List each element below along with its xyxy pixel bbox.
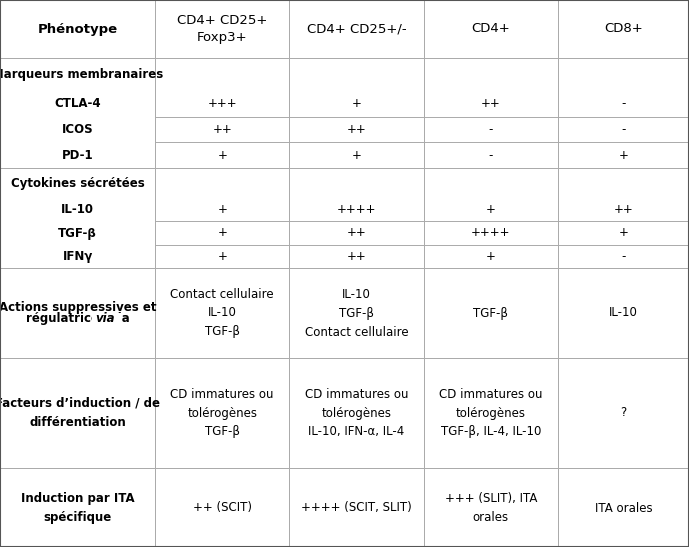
Bar xyxy=(92,312,121,327)
Text: CD4+: CD4+ xyxy=(471,22,511,36)
Bar xyxy=(0,168,155,268)
Text: +: + xyxy=(486,250,496,263)
Text: ++: ++ xyxy=(212,123,232,136)
Text: Facteurs d’induction / de
différentiation: Facteurs d’induction / de différentiatio… xyxy=(0,397,160,429)
Bar xyxy=(155,58,289,168)
Text: +++ (SLIT), ITA
orales: +++ (SLIT), ITA orales xyxy=(444,492,537,524)
Bar xyxy=(558,468,689,547)
Text: +: + xyxy=(217,149,227,162)
Text: ++ (SCIT): ++ (SCIT) xyxy=(193,502,251,515)
Bar xyxy=(0,0,155,58)
Text: ++: ++ xyxy=(481,97,501,110)
Text: Marqueurs membranaires: Marqueurs membranaires xyxy=(0,68,163,81)
Text: ++++: ++++ xyxy=(471,226,511,240)
Text: régulatrices via: régulatrices via xyxy=(25,312,130,325)
Bar xyxy=(0,58,155,168)
Bar xyxy=(289,468,424,547)
Bar xyxy=(155,468,289,547)
Bar xyxy=(558,0,689,58)
Text: ++: ++ xyxy=(347,250,367,263)
Text: Cytokines sécrétées: Cytokines sécrétées xyxy=(10,177,145,189)
Text: ++++: ++++ xyxy=(337,203,376,216)
Text: ITA orales: ITA orales xyxy=(595,502,652,515)
Text: CD4+ CD25+
Foxp3+: CD4+ CD25+ Foxp3+ xyxy=(177,14,267,44)
Text: ++: ++ xyxy=(347,226,367,240)
Text: PD-1: PD-1 xyxy=(62,149,93,162)
Text: TGF-β: TGF-β xyxy=(58,226,97,240)
Bar xyxy=(289,168,424,268)
Text: IFNγ: IFNγ xyxy=(63,250,92,263)
Text: +: + xyxy=(217,203,227,216)
Text: +: + xyxy=(619,149,628,162)
Text: Contact cellulaire
IL-10
TGF-β: Contact cellulaire IL-10 TGF-β xyxy=(170,288,274,339)
Bar xyxy=(289,268,424,358)
Bar xyxy=(424,468,558,547)
Text: ICOS: ICOS xyxy=(62,123,93,136)
Bar xyxy=(558,358,689,468)
Text: Induction par ITA
spécifique: Induction par ITA spécifique xyxy=(21,492,134,524)
Text: ++: ++ xyxy=(347,123,367,136)
Text: CD immatures ou
tolérogènes
TGF-β: CD immatures ou tolérogènes TGF-β xyxy=(170,387,274,439)
Bar xyxy=(424,168,558,268)
Bar xyxy=(289,358,424,468)
Text: +: + xyxy=(486,203,496,216)
Bar xyxy=(289,58,424,168)
Bar xyxy=(155,358,289,468)
Text: -: - xyxy=(489,123,493,136)
Bar xyxy=(0,358,155,468)
Text: ++++ (SCIT, SLIT): ++++ (SCIT, SLIT) xyxy=(301,502,412,515)
Text: Actions suppressives et: Actions suppressives et xyxy=(0,301,156,314)
Bar xyxy=(155,268,289,358)
Text: Phénotype: Phénotype xyxy=(37,22,118,36)
Bar xyxy=(558,58,689,168)
Bar xyxy=(424,58,558,168)
Bar xyxy=(558,268,689,358)
Bar xyxy=(424,358,558,468)
Text: TGF-β: TGF-β xyxy=(473,306,508,319)
Text: -: - xyxy=(621,123,626,136)
Text: CD immatures ou
tolérogènes
TGF-β, IL-4, IL-10: CD immatures ou tolérogènes TGF-β, IL-4,… xyxy=(439,387,543,439)
Bar xyxy=(0,468,155,547)
Text: CD8+: CD8+ xyxy=(604,22,643,36)
Text: -: - xyxy=(621,250,626,263)
Text: via: via xyxy=(96,312,115,325)
Text: -: - xyxy=(489,149,493,162)
Bar xyxy=(155,168,289,268)
Text: +: + xyxy=(351,97,362,110)
Text: +: + xyxy=(217,250,227,263)
Text: CTLA-4: CTLA-4 xyxy=(54,97,101,110)
Text: ++: ++ xyxy=(614,203,633,216)
Bar xyxy=(289,0,424,58)
Text: +: + xyxy=(217,226,227,240)
Bar xyxy=(558,168,689,268)
Text: CD immatures ou
tolérogènes
IL-10, IFN-α, IL-4: CD immatures ou tolérogènes IL-10, IFN-α… xyxy=(305,387,409,439)
Text: +: + xyxy=(351,149,362,162)
Bar xyxy=(0,268,155,358)
Text: CD4+ CD25+/-: CD4+ CD25+/- xyxy=(307,22,407,36)
Text: +: + xyxy=(619,226,628,240)
Text: IL-10: IL-10 xyxy=(61,203,94,216)
Text: ?: ? xyxy=(620,406,627,420)
Bar xyxy=(155,0,289,58)
Bar xyxy=(424,0,558,58)
Text: +++: +++ xyxy=(207,97,237,110)
Bar xyxy=(424,268,558,358)
Text: IL-10
TGF-β
Contact cellulaire: IL-10 TGF-β Contact cellulaire xyxy=(305,288,409,339)
Text: -: - xyxy=(621,97,626,110)
Text: IL-10: IL-10 xyxy=(609,306,638,319)
